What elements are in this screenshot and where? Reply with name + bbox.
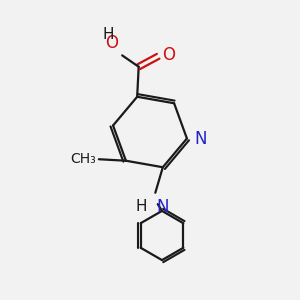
Text: N: N — [157, 198, 169, 216]
Text: H: H — [103, 27, 114, 42]
Text: N: N — [194, 130, 207, 148]
Text: H: H — [135, 199, 147, 214]
Text: O: O — [162, 46, 175, 64]
Text: CH₃: CH₃ — [71, 152, 97, 166]
Text: O: O — [105, 34, 118, 52]
